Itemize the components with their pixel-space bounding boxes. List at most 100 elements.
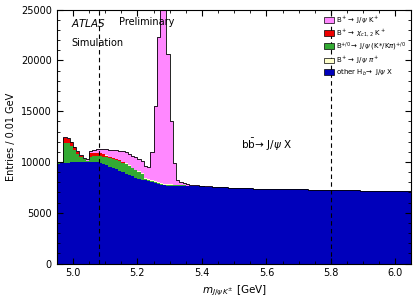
Bar xyxy=(196,186,198,264)
Bar xyxy=(134,178,138,264)
Bar xyxy=(147,178,151,180)
Bar xyxy=(218,187,221,264)
Bar xyxy=(105,156,108,157)
Bar xyxy=(115,169,118,264)
Bar xyxy=(334,190,337,264)
Bar xyxy=(73,147,76,150)
Bar xyxy=(170,121,173,185)
Bar xyxy=(92,156,95,162)
Bar xyxy=(286,189,289,264)
Bar xyxy=(131,176,134,264)
Bar xyxy=(315,190,318,264)
Bar xyxy=(231,188,234,264)
Bar xyxy=(266,189,270,264)
Bar xyxy=(382,191,386,264)
Bar xyxy=(157,182,160,183)
Bar xyxy=(282,189,286,264)
Bar xyxy=(79,155,83,156)
Bar xyxy=(363,191,366,264)
Bar xyxy=(86,161,89,162)
Bar xyxy=(173,186,176,264)
Bar xyxy=(153,105,157,181)
Bar xyxy=(63,143,67,163)
Bar xyxy=(92,162,95,264)
Bar xyxy=(131,168,134,176)
Bar xyxy=(102,154,105,157)
Bar xyxy=(99,163,102,264)
Bar xyxy=(202,186,205,264)
Bar xyxy=(128,166,131,175)
Bar xyxy=(138,171,141,172)
Bar xyxy=(173,163,176,185)
Bar xyxy=(57,163,60,164)
Bar xyxy=(108,157,112,158)
Legend: B$^+\!\to$ J/$\psi$ K$^+$, B$^+\!\to$ $\chi_{c1,2}$ K$^+$, B$^{+/0}\!\to$ J/$\ps: B$^+\!\to$ J/$\psi$ K$^+$, B$^+\!\to$ $\… xyxy=(322,13,408,79)
Bar xyxy=(295,189,299,264)
Bar xyxy=(76,151,79,152)
Bar xyxy=(147,168,151,178)
Bar xyxy=(157,184,160,264)
Bar xyxy=(379,191,382,264)
Bar xyxy=(328,190,331,264)
Bar xyxy=(147,181,151,264)
Bar xyxy=(70,146,73,162)
Bar xyxy=(134,170,138,171)
Bar xyxy=(67,143,70,163)
Bar xyxy=(105,157,108,165)
Bar xyxy=(67,163,70,264)
Bar xyxy=(95,153,99,156)
Bar xyxy=(134,171,138,178)
Bar xyxy=(83,157,86,159)
Bar xyxy=(112,159,115,168)
Bar xyxy=(160,185,163,264)
Bar xyxy=(83,159,86,162)
Bar xyxy=(144,166,147,178)
Bar xyxy=(70,142,73,146)
Bar xyxy=(102,157,105,164)
Bar xyxy=(105,150,108,155)
Bar xyxy=(276,189,279,264)
Bar xyxy=(95,162,99,264)
Text: Preliminary: Preliminary xyxy=(119,17,174,27)
Bar xyxy=(128,165,131,166)
Bar xyxy=(211,187,215,264)
Bar xyxy=(118,150,121,160)
Bar xyxy=(405,192,408,264)
Bar xyxy=(121,162,125,163)
Bar xyxy=(360,191,363,264)
Bar xyxy=(183,185,186,186)
Bar xyxy=(321,190,324,264)
Bar xyxy=(157,37,160,182)
Bar xyxy=(160,0,163,183)
Bar xyxy=(279,189,282,264)
Bar xyxy=(376,191,379,264)
Bar xyxy=(254,188,257,264)
Bar xyxy=(170,185,173,264)
Bar xyxy=(73,162,76,264)
Bar xyxy=(131,156,134,168)
Text: b$\bar{\mathrm{b}}\!\to\!$ J/$\psi$ X: b$\bar{\mathrm{b}}\!\to\!$ J/$\psi$ X xyxy=(241,136,293,153)
Bar xyxy=(95,156,99,162)
Bar xyxy=(144,178,147,179)
Bar xyxy=(189,185,192,186)
Bar xyxy=(63,163,67,264)
Bar xyxy=(389,191,392,264)
Bar xyxy=(99,149,102,154)
Bar xyxy=(89,157,92,162)
Bar xyxy=(183,183,186,185)
Bar xyxy=(121,163,125,172)
Bar xyxy=(141,161,144,173)
Text: Simulation: Simulation xyxy=(71,37,123,47)
Bar xyxy=(102,149,105,154)
Bar xyxy=(160,184,163,185)
Bar xyxy=(125,164,128,174)
X-axis label: $m_{J/\psi\, K^{\pm}}$ [GeV]: $m_{J/\psi\, K^{\pm}}$ [GeV] xyxy=(202,284,266,299)
Bar xyxy=(392,191,395,264)
Bar xyxy=(402,191,405,264)
Bar xyxy=(305,189,308,264)
Bar xyxy=(108,150,112,157)
Bar xyxy=(324,190,328,264)
Bar xyxy=(270,189,273,264)
Bar xyxy=(241,188,244,264)
Bar xyxy=(76,154,79,162)
